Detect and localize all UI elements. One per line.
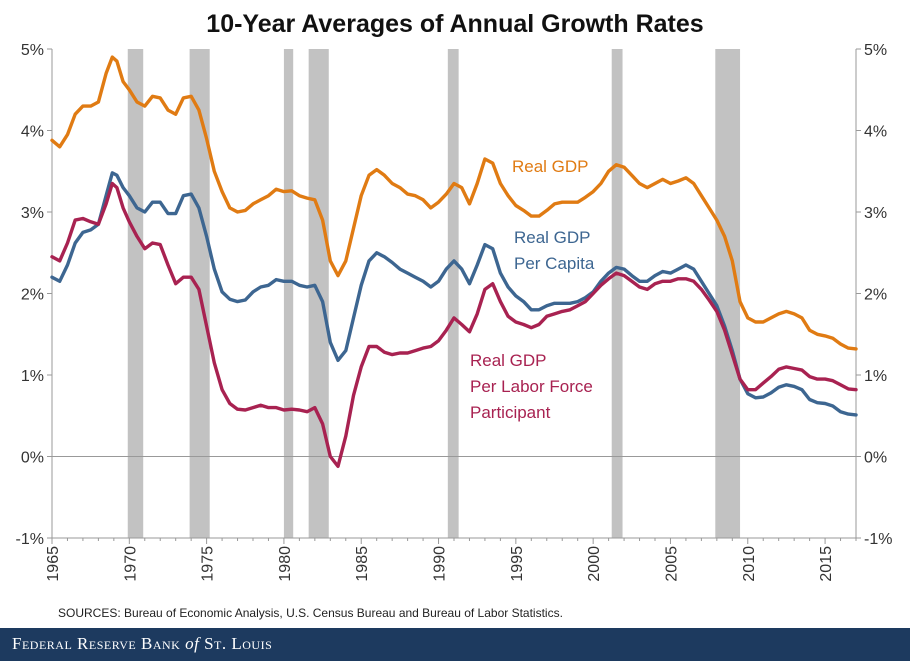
xtick-1975: 1975 [200, 546, 217, 582]
ytick-left-1: 4% [21, 124, 44, 141]
ytick-right-5: 0% [864, 450, 887, 467]
footer-brand-prefix: Federal Reserve Bank [12, 634, 181, 653]
xtick-2015: 2015 [818, 546, 835, 582]
ytick-left-3: 2% [21, 287, 44, 304]
ytick-right-0: 5% [864, 42, 887, 59]
ytick-left-4: 1% [21, 368, 44, 385]
xtick-2010: 2010 [741, 546, 758, 582]
series-line-real-gdp-per-capita [50, 171, 858, 417]
ytick-right-3: 2% [864, 287, 887, 304]
ytick-left-6: -1% [16, 531, 44, 548]
xtick-1980: 1980 [277, 546, 294, 582]
chart-series [50, 55, 858, 468]
xtick-2000: 2000 [586, 546, 603, 582]
ytick-right-2: 3% [864, 205, 887, 222]
xtick-1995: 1995 [509, 546, 526, 582]
ytick-left-5: 0% [21, 450, 44, 467]
label-real-gdp-per-capita: Real GDP Per Capita [514, 228, 595, 273]
real-gdp-label-line-0: Real GDP [512, 157, 589, 176]
xtick-2005: 2005 [663, 546, 680, 582]
series-line-real-gdp [50, 55, 858, 351]
recession-band-2 [283, 49, 294, 538]
xtick-1990: 1990 [432, 546, 449, 582]
ytick-left-2: 3% [21, 205, 44, 222]
chart-axes: 5% 5%4% 4%3% 3%2% 2%1% 1%0% 0%-1% -1%1965 1970 19… [16, 42, 893, 582]
label-real-gdp-per-labor-force: Real GDP Per Labor Force Participant [470, 351, 593, 422]
recession-band-6 [715, 49, 741, 538]
real-gdp-per-labor-force-label-line-2: Participant [470, 403, 551, 422]
real-gdp-per-labor-force-label-line-0: Real GDP [470, 351, 547, 370]
footer-brand: Federal Reserve Bank of St. Louis [12, 634, 272, 654]
ytick-right-1: 4% [864, 124, 887, 141]
recession-band-5 [611, 49, 623, 538]
ytick-left-0: 5% [21, 42, 44, 59]
real-gdp-per-capita-label-line-1: Per Capita [514, 254, 595, 273]
recession-band-4 [447, 49, 459, 538]
source-note: SOURCES: Bureau of Economic Analysis, U.… [58, 606, 563, 620]
series-line-real-gdp-per-labor-force [50, 181, 858, 468]
ytick-right-4: 1% [864, 368, 887, 385]
ytick-right-6: -1% [864, 531, 892, 548]
label-real-gdp: Real GDP [512, 157, 589, 176]
xtick-1965: 1965 [45, 546, 62, 582]
chart-title: 10-Year Averages of Annual Growth Rates [206, 10, 703, 38]
xtick-1970: 1970 [122, 546, 139, 582]
recession-band-0 [127, 49, 144, 538]
footer-brand-suffix: St. Louis [204, 634, 273, 653]
real-gdp-per-capita-label-line-0: Real GDP [514, 228, 591, 247]
real-gdp-per-labor-force-label-line-1: Per Labor Force [470, 377, 593, 396]
footer-bar: Federal Reserve Bank of St. Louis [0, 628, 910, 661]
xtick-1985: 1985 [354, 546, 371, 582]
recession-bands [127, 49, 741, 538]
footer-brand-of: of [185, 634, 200, 653]
